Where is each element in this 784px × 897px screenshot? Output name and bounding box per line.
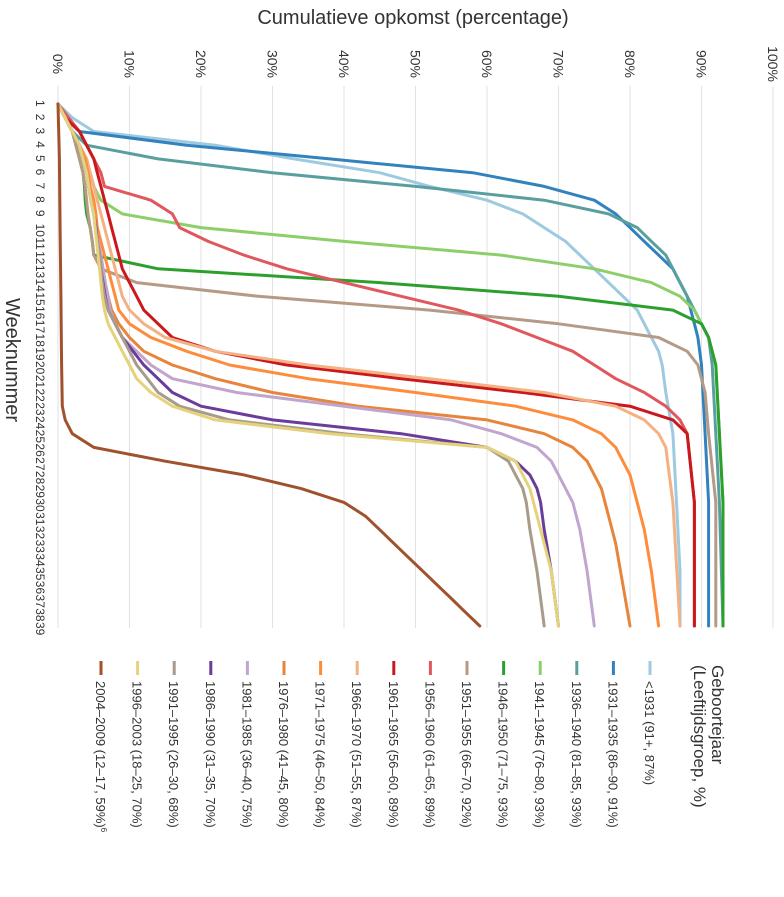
y-tick-label: 70% (551, 50, 567, 78)
x-tick-label: 27 (33, 457, 47, 471)
series-line (56, 102, 725, 628)
series-line (56, 102, 560, 628)
series-line (56, 102, 711, 628)
legend-label: 1936–1940 (81–85, 93%) (569, 681, 584, 828)
x-tick-label: 3 (33, 127, 47, 134)
series-line (56, 102, 682, 628)
x-tick-label: 25 (33, 430, 47, 444)
legend-label: 1956–1960 (61–65, 89%) (422, 681, 437, 828)
legend-title-line2: (Leeftijdsgroep, %) (690, 665, 709, 808)
x-tick-label: 39 (33, 622, 47, 636)
legend-label: 1991–1995 (26–30, 68%) (166, 681, 181, 828)
legend-label: <1931 (91+, 87%) (642, 681, 657, 785)
x-tick-label: 9 (33, 210, 47, 217)
x-tick-label: 30 (33, 498, 47, 512)
x-tick-label: 24 (33, 416, 47, 430)
legend-label: 1961–1965 (56–60, 89%) (386, 681, 401, 828)
y-tick-label: 30% (265, 50, 281, 78)
x-tick-label: 18 (33, 334, 47, 348)
y-tick-label: 20% (193, 50, 209, 78)
legend-label: 1951–1955 (66–70, 92%) (459, 681, 474, 828)
x-tick-label: 2 (33, 114, 47, 121)
x-tick-label: 14 (33, 279, 47, 293)
x-axis-title: Weeknummer (1, 298, 23, 422)
legend-label: 1976–1980 (41–45, 80%) (276, 681, 291, 828)
y-axis-ticks: 0% 10% 20% 30% 40% 50% 60% 70% 80% 90% 100% (50, 46, 781, 82)
legend-label: 1946–1950 (71–75, 93%) (496, 681, 511, 828)
x-tick-label: 36 (33, 581, 47, 595)
y-axis-title: Cumulatieve opkomst (percentage) (257, 7, 568, 29)
x-tick-label: 31 (33, 512, 47, 526)
x-tick-label: 34 (33, 553, 47, 567)
footnote-marker: 6 (99, 828, 108, 833)
legend-label: 1931–1935 (86–90, 91%) (605, 681, 620, 828)
x-tick-label: 19 (33, 347, 47, 361)
legend-title-line1: Geboortejaar (708, 665, 727, 765)
legend: Geboortejaar (Leeftijdsgroep, %) <1931 (… (93, 661, 727, 833)
x-tick-label: 10 (33, 224, 47, 238)
x-tick-label: 26 (33, 443, 47, 457)
x-tick-label: 5 (33, 155, 47, 162)
x-tick-label: 13 (33, 265, 47, 279)
x-tick-label: 38 (33, 608, 47, 622)
y-tick-label: 10% (122, 50, 138, 78)
x-tick-label: 8 (33, 196, 47, 203)
x-tick-label: 15 (33, 292, 47, 306)
legend-label: 1986–1990 (31–35, 70%) (203, 681, 218, 828)
x-tick-label: 37 (33, 595, 47, 609)
x-tick-label: 20 (33, 361, 47, 375)
x-tick-label: 11 (33, 237, 47, 250)
legend-label: 1981–1985 (36–40, 75%) (239, 681, 254, 828)
series-line (56, 102, 725, 628)
x-tick-label: 1 (33, 100, 47, 107)
series-lines (56, 102, 725, 628)
x-tick-label: 12 (33, 251, 47, 265)
x-tick-label: 4 (33, 141, 47, 148)
x-axis-ticks: 1234567891011121314151617181920212223242… (33, 100, 47, 636)
x-tick-label: 32 (33, 526, 47, 540)
y-tick-label: 80% (622, 50, 638, 78)
legend-label: 1941–1945 (76–80, 93%) (532, 681, 547, 828)
y-tick-label: 50% (408, 50, 424, 78)
x-tick-label: 16 (33, 306, 47, 320)
x-tick-label: 35 (33, 567, 47, 581)
y-tick-label: 40% (336, 50, 352, 78)
x-tick-label: 22 (33, 388, 47, 402)
x-tick-label: 17 (33, 320, 47, 334)
legend-label: 1966–1970 (51–55, 87%) (349, 681, 364, 828)
x-tick-label: 28 (33, 471, 47, 485)
x-tick-label: 6 (33, 169, 47, 176)
x-tick-label: 21 (33, 375, 47, 389)
x-tick-label: 7 (33, 182, 47, 189)
y-tick-label: 0% (50, 54, 66, 74)
x-tick-label: 23 (33, 402, 47, 416)
y-tick-label: 60% (479, 50, 495, 78)
legend-label: 1971–1975 (46–50, 84%) (313, 681, 328, 828)
y-tick-label: 100% (765, 46, 781, 82)
series-line (56, 102, 725, 628)
legend-label: 1996–2003 (18–25, 70%) (130, 681, 145, 828)
series-line (56, 102, 482, 628)
x-tick-label: 33 (33, 540, 47, 554)
legend-label: 2004–2009 (12–17, 59%)6 (93, 681, 108, 833)
y-tick-label: 90% (694, 50, 710, 78)
x-tick-label: 29 (33, 485, 47, 499)
